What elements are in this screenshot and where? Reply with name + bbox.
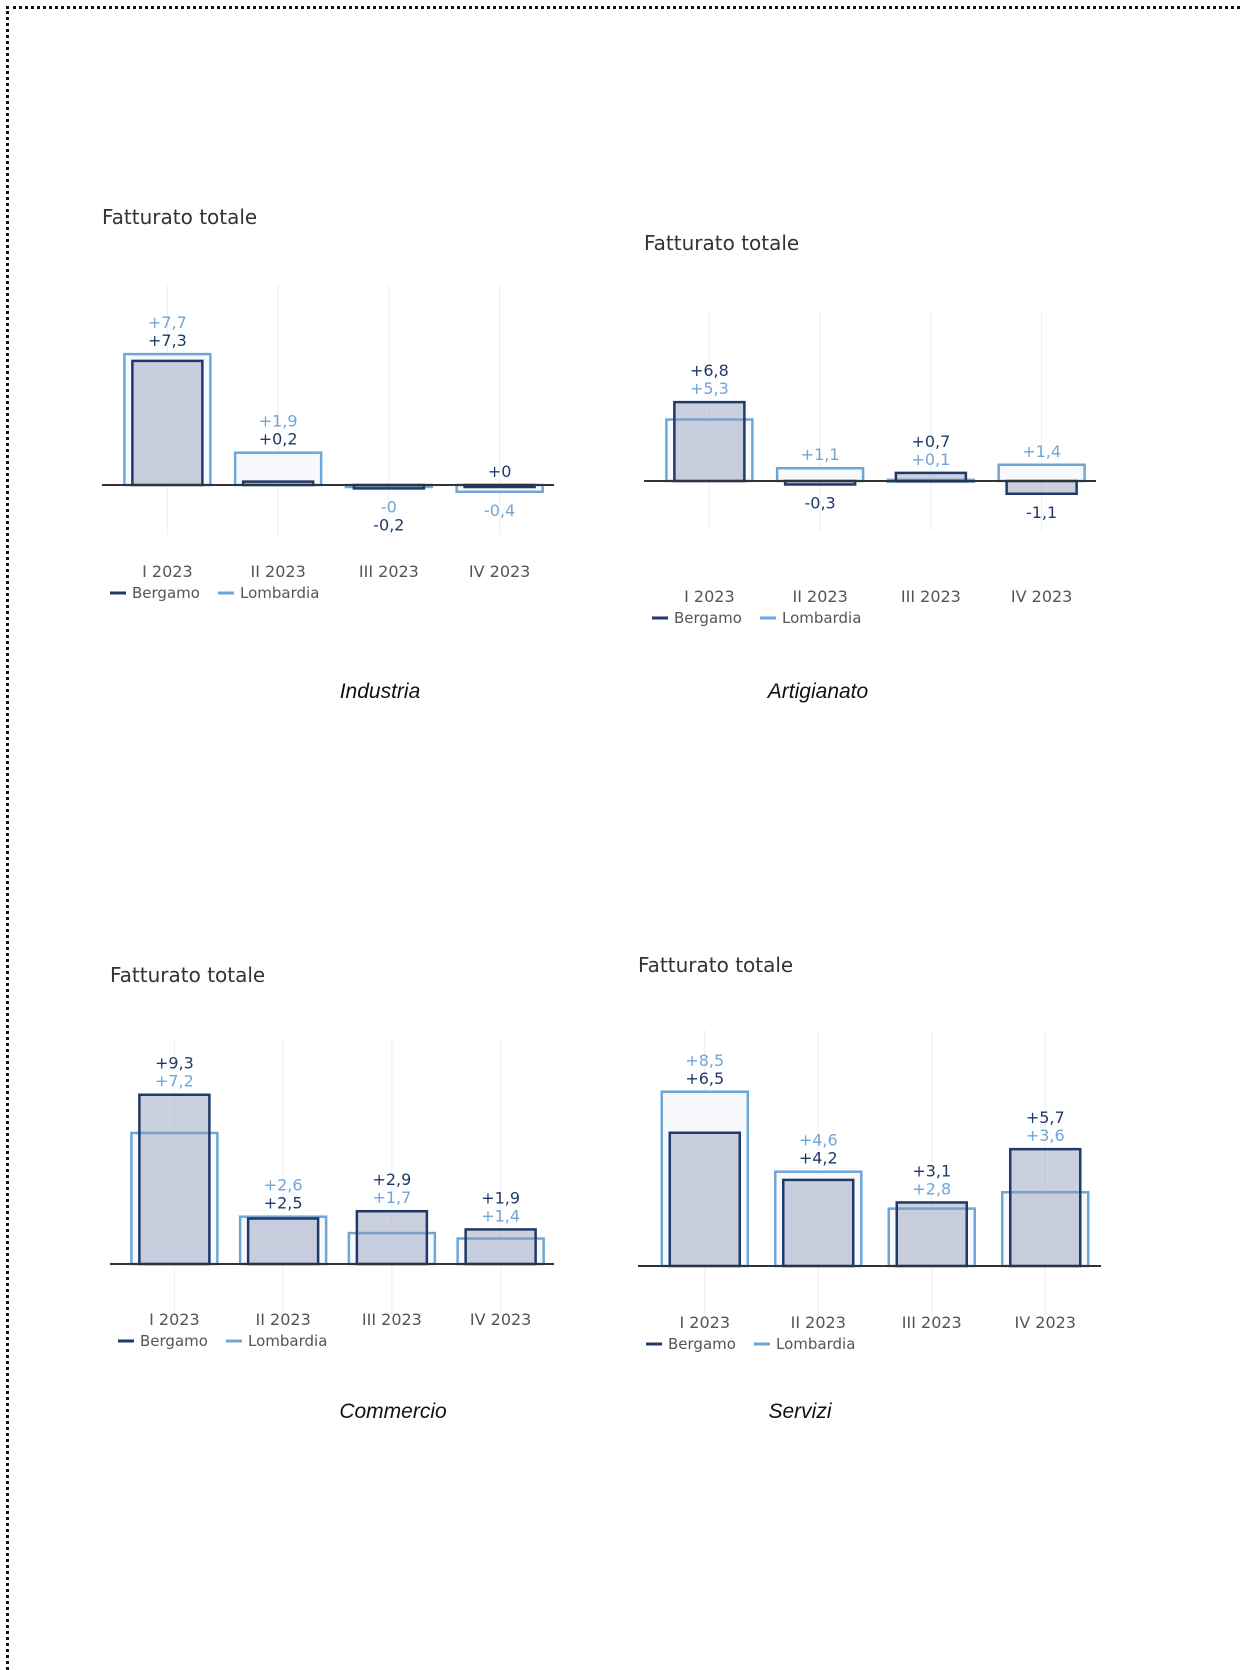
x-tick-label: IV 2023 (1015, 1313, 1076, 1332)
chart-svg-commercio: Fatturato totale +9,3+7,2 I 2023 +2,6+2,5 I… (110, 963, 554, 1350)
bar-bergamo (1005, 479, 1078, 496)
data-label-bergamo: +1,9 (481, 1188, 520, 1207)
data-label-lombardia: +8,5 (685, 1051, 724, 1070)
bar-lombardia (238, 1215, 328, 1266)
data-label-bergamo: +6,8 (690, 361, 729, 380)
chart-panel-industria: Fatturato totale +7,7 +7,3 I 2023 +1,9 +0,2 I… (100, 190, 640, 670)
data-label-bergamo: +2,5 (264, 1194, 303, 1213)
x-tick-label: IV 2023 (470, 1310, 531, 1329)
x-tick-label: IV 2023 (469, 562, 530, 581)
data-label-bergamo: +3,1 (912, 1161, 951, 1180)
bar-bergamo (131, 359, 204, 487)
data-label-lombardia: +3,6 (1026, 1126, 1065, 1145)
data-label-lombardia: +2,6 (264, 1176, 303, 1195)
data-label-bergamo: +2,9 (372, 1170, 411, 1189)
data-label-lombardia: -0,4 (484, 501, 515, 520)
data-label-bergamo: +4,2 (799, 1149, 838, 1168)
legend-label-bergamo: Bergamo (140, 1332, 208, 1350)
bar-bergamo (673, 400, 746, 483)
data-label-lombardia: +4,6 (799, 1131, 838, 1150)
data-label-bergamo: +0,7 (911, 432, 950, 451)
chart-caption-industria: Industria (339, 680, 421, 703)
x-tick-label: II 2023 (256, 1310, 311, 1329)
data-label-lombardia: +1,1 (801, 445, 840, 464)
bar-lombardia (665, 418, 754, 483)
x-tick-label: I 2023 (684, 587, 735, 606)
bar-lombardia (997, 463, 1086, 483)
data-label-lombardia: +2,8 (912, 1179, 951, 1198)
x-tick-label: I 2023 (679, 1313, 730, 1332)
data-label-bergamo: +9,3 (155, 1054, 194, 1073)
data-label-lombardia: +7,7 (148, 313, 187, 332)
legend-label-bergamo: Bergamo (132, 584, 200, 602)
legend-label-bergamo: Bergamo (674, 609, 742, 627)
data-label-bergamo: +6,5 (685, 1069, 724, 1088)
bar-bergamo (355, 1209, 429, 1266)
bar-bergamo (895, 1201, 968, 1268)
chart-caption-servizi: Servizi (768, 1400, 832, 1423)
data-label-bergamo: -1,1 (1026, 503, 1057, 522)
x-tick-label: IV 2023 (1011, 587, 1072, 606)
x-tick-label: I 2023 (149, 1310, 200, 1329)
bar-bergamo (246, 1217, 320, 1266)
x-tick-label: III 2023 (901, 587, 961, 606)
data-label-bergamo: +0 (488, 462, 512, 481)
data-label-lombardia: +1,7 (372, 1188, 411, 1207)
data-label-lombardia: +1,9 (259, 412, 298, 431)
bar-bergamo (668, 1131, 741, 1268)
bar-bergamo (894, 471, 968, 483)
chart-svg-servizi: Fatturato totale +8,5+6,5 I 2023 +4,6+4,2 I… (638, 953, 1101, 1353)
data-label-lombardia: -0 (381, 497, 397, 516)
chart-title: Fatturato totale (110, 963, 265, 987)
chart-title: Fatturato totale (102, 205, 257, 229)
bar-bergamo (782, 1178, 855, 1268)
chart-panel-servizi: Fatturato totale +8,5 +6,5 I 2023 +4,6 +4,2 I… (636, 935, 1176, 1415)
chart-svg-industria: Fatturato totale +7,7+7,3 I 2023 +1,9+0,2 I… (102, 205, 554, 602)
bar-lombardia (660, 1090, 749, 1268)
legend-label-lombardia: Lombardia (782, 609, 861, 627)
x-tick-label: II 2023 (251, 562, 306, 581)
chart-panel-commercio: Fatturato totale +9,3 +7,2 I 2023 +2,6 +2,5 I… (108, 945, 648, 1425)
legend-label-bergamo: Bergamo (668, 1335, 736, 1353)
x-tick-label: III 2023 (902, 1313, 962, 1332)
chart-title: Fatturato totale (644, 231, 799, 255)
bar-lombardia (130, 1131, 219, 1266)
chart-panel-artigianato: Fatturato totale +6,8 +5,3 I 2023 +1,1 -0,3 I… (642, 215, 1182, 695)
legend-label-lombardia: Lombardia (240, 584, 319, 602)
data-label-lombardia: +5,3 (690, 379, 729, 398)
x-tick-label: II 2023 (793, 587, 848, 606)
bar-lombardia (1001, 1190, 1090, 1268)
bar-lombardia (775, 466, 865, 483)
data-label-lombardia: +1,4 (1022, 442, 1061, 461)
bar-lombardia (123, 352, 212, 487)
page-frame (6, 6, 1242, 1670)
data-label-bergamo: +0,2 (259, 430, 298, 449)
data-label-bergamo: +7,3 (148, 331, 187, 350)
bar-lombardia (887, 1207, 976, 1268)
bar-bergamo (464, 1228, 537, 1266)
x-tick-label: I 2023 (142, 562, 193, 581)
chart-caption-commercio: Commercio (339, 1400, 447, 1423)
chart-caption-artigianato: Artigianato (767, 680, 869, 703)
bar-lombardia (774, 1170, 863, 1268)
data-label-lombardia: +0,1 (911, 450, 950, 469)
data-label-bergamo: -0,2 (373, 515, 404, 534)
bar-bergamo (1009, 1147, 1082, 1268)
bar-lombardia (233, 451, 323, 487)
chart-svg-artigianato: Fatturato totale +6,8+5,3 I 2023 +1,1 -0,3 I… (644, 231, 1096, 627)
chart-title: Fatturato totale (638, 953, 793, 977)
x-tick-label: III 2023 (359, 562, 419, 581)
data-label-bergamo: -0,3 (805, 493, 836, 512)
data-label-lombardia: +1,4 (481, 1206, 520, 1225)
legend-label-lombardia: Lombardia (248, 1332, 327, 1350)
bar-bergamo (138, 1093, 211, 1266)
data-label-bergamo: +5,7 (1026, 1108, 1065, 1127)
legend-label-lombardia: Lombardia (776, 1335, 855, 1353)
x-tick-label: II 2023 (791, 1313, 846, 1332)
data-label-lombardia: +7,2 (155, 1072, 194, 1091)
x-tick-label: III 2023 (362, 1310, 422, 1329)
